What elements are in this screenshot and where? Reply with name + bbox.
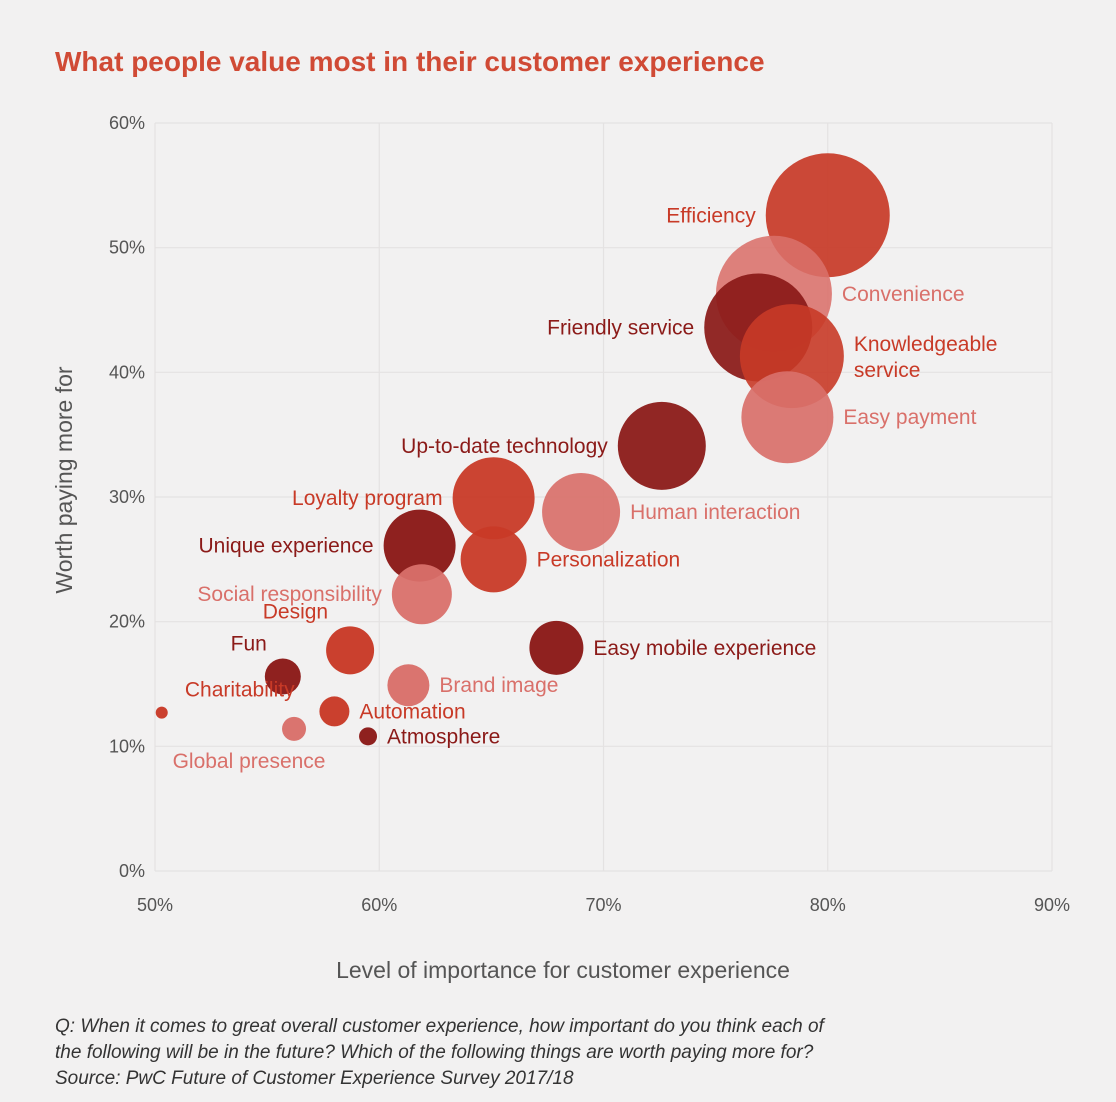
- label-personalization: Personalization: [537, 548, 681, 571]
- footnote-question-line-2: the following will be in the future? Whi…: [55, 1042, 814, 1063]
- label-easy-payment: Easy payment: [843, 406, 976, 429]
- y-axis-label: Worth paying more for: [51, 366, 77, 593]
- chart-title: What people value most in their customer…: [55, 46, 765, 77]
- label-convenience: Convenience: [842, 283, 965, 306]
- bubble-brand-image: [387, 664, 430, 707]
- bubble-fun: [264, 658, 301, 695]
- y-tick-label: 60%: [109, 113, 145, 133]
- label-fun: Fun: [231, 633, 267, 656]
- y-tick-label: 10%: [109, 736, 145, 756]
- bubble-loyalty-program: [452, 457, 535, 540]
- label-design: Design: [263, 600, 328, 623]
- bubble-chart: 0% 10% 20% 30% 40% 50% 60% 50% 60% 70% 80% 90% Eff…: [51, 113, 1070, 983]
- label-social-responsibility: Social responsibility: [197, 583, 382, 606]
- x-axis-ticks: 50% 60% 70% 80% 90%: [137, 895, 1070, 915]
- bubble-easy-mobile-experience: [529, 620, 584, 675]
- label-human-interaction: Human interaction: [630, 501, 800, 524]
- label-loyalty-program: Loyalty program: [292, 487, 443, 510]
- label-global-presence: Global presence: [173, 750, 326, 773]
- label-atmosphere: Atmosphere: [387, 725, 500, 748]
- y-tick-label: 40%: [109, 362, 145, 382]
- y-tick-label: 0%: [119, 861, 145, 881]
- footnote-source: Source: PwC Future of Customer Experienc…: [55, 1068, 574, 1089]
- bubble-global-presence: [282, 716, 307, 741]
- bubbles: [155, 153, 890, 746]
- bubble-atmosphere: [359, 727, 378, 746]
- label-automation: Automation: [359, 700, 465, 723]
- bubble-charitability: [155, 706, 168, 719]
- bubble-easy-payment: [741, 371, 834, 464]
- y-tick-label: 50%: [109, 238, 145, 258]
- label-friendly-service: Friendly service: [547, 316, 694, 339]
- label-up-to-date-technology: Up-to-date technology: [401, 435, 608, 458]
- x-tick-label: 50%: [137, 895, 173, 915]
- label-unique-experience: Unique experience: [198, 535, 373, 558]
- bubble-social-responsibility: [391, 564, 452, 625]
- y-tick-label: 20%: [109, 612, 145, 632]
- bubble-design: [326, 626, 375, 675]
- bubble-personalization: [460, 526, 527, 593]
- x-tick-label: 60%: [361, 895, 397, 915]
- y-tick-label: 30%: [109, 487, 145, 507]
- bubble-unique-experience: [383, 509, 456, 582]
- bubble-up-to-date-technology: [617, 401, 706, 490]
- bubble-labels: Efficiency Convenience Friendly service Kno…: [173, 204, 998, 773]
- label-efficiency: Efficiency: [666, 204, 756, 227]
- label-knowledgeable-service: Knowledgeable service: [854, 333, 998, 382]
- bubble-automation: [319, 696, 350, 727]
- label-easy-mobile-experience: Easy mobile experience: [593, 637, 816, 660]
- footnote-question-line-1: Q: When it comes to great overall custom…: [55, 1016, 824, 1037]
- bubble-human-interaction: [542, 472, 621, 551]
- x-tick-label: 90%: [1034, 895, 1070, 915]
- x-tick-label: 80%: [810, 895, 846, 915]
- y-axis-ticks: 0% 10% 20% 30% 40% 50% 60%: [109, 113, 145, 881]
- x-tick-label: 70%: [585, 895, 621, 915]
- x-axis-label: Level of importance for customer experie…: [336, 957, 790, 983]
- label-charitability: Charitability: [185, 679, 295, 702]
- label-brand-image: Brand image: [439, 674, 558, 697]
- footnote: Q: When it comes to great overall custom…: [55, 1014, 1055, 1092]
